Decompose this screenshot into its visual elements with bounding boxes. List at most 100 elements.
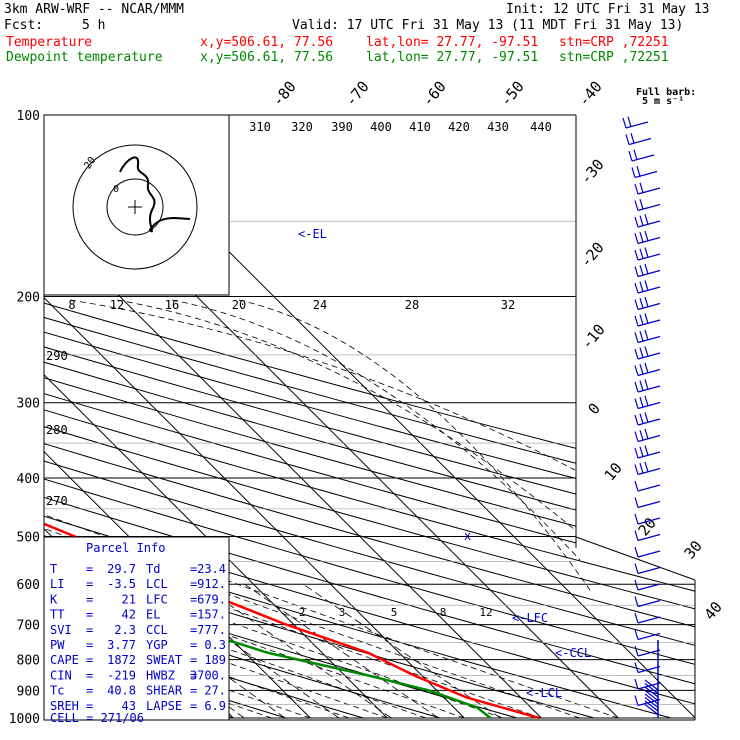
wind-barb-flag (644, 362, 649, 374)
wind-barb-flag (639, 364, 644, 375)
pressure-label-900: 900 (17, 684, 40, 699)
wind-barb-flag (644, 263, 649, 275)
parcel-row-label: YGP (146, 638, 168, 652)
hodograph-origin-label: 0 (113, 184, 119, 195)
wind-barb-flag (644, 247, 649, 258)
wind-barb (634, 412, 661, 426)
surface-wind-barb (644, 697, 659, 708)
wind-barb-flag (634, 398, 639, 409)
parcel-row-value: 2.3 (114, 623, 136, 637)
wind-barb-flag (636, 166, 641, 177)
wind-barb-shaft (637, 665, 661, 674)
wind-barb-shaft (637, 583, 661, 591)
parcel-row-label: LFC (146, 592, 168, 606)
mixing-label-8: 8 (440, 606, 447, 619)
wind-barb (634, 182, 661, 195)
wind-barb-flag (639, 331, 644, 342)
wind-barb (634, 612, 661, 624)
wind-barb-shaft (637, 599, 661, 608)
parcel-row-eq: = (86, 608, 93, 622)
wind-barb-flag (644, 214, 649, 225)
parcel-row-value: 679. (197, 592, 226, 606)
wind-barb-flag (634, 365, 639, 376)
parcel-row-eq: = (190, 592, 197, 606)
parcel-row-eq: = (190, 668, 197, 682)
wind-barb-shaft (637, 467, 661, 476)
parcel-row-value: 1872 (107, 653, 136, 667)
pressure-label-800: 800 (17, 654, 40, 669)
wind-barb-flag (634, 629, 639, 640)
theta-label-320: 320 (291, 120, 313, 134)
wind-barb (634, 280, 661, 294)
wind-barb-flag (634, 447, 639, 459)
wind-barb (634, 579, 661, 591)
parcel-row-value: 777. (197, 623, 226, 637)
wind-barb-flag (631, 167, 636, 178)
wind-barb (634, 530, 661, 542)
theta-label-310: 310 (249, 120, 271, 134)
wind-barb-flag (627, 116, 632, 127)
isotherm-label--40: -40 (575, 78, 606, 110)
temperature-latlon: lat,lon= 27.77, -97.51 (366, 35, 539, 50)
mixing-label-5: 5 (391, 606, 398, 619)
hodo-speed-label-12: 12 (110, 298, 124, 312)
parcel-row-eq: = (190, 608, 197, 622)
wind-barb-shaft (637, 484, 661, 492)
wind-barb (634, 329, 661, 344)
parcel-row-value: 21 (122, 592, 136, 606)
parcel-marker: x (464, 529, 471, 543)
isotherm-line (44, 115, 542, 719)
wind-barb-shaft (637, 698, 661, 707)
wind-barb-flag (639, 265, 644, 276)
parcel-row-label: EL (146, 608, 160, 622)
isotherm-label--70: -70 (342, 78, 373, 110)
hodo-speed-label-32: 32 (501, 298, 515, 312)
parcel-row-label: Tc (50, 684, 64, 698)
wind-barb-flag (639, 215, 644, 226)
isotherm-label--10: -10 (578, 321, 609, 353)
theta-label-430: 430 (487, 120, 509, 134)
wind-barb-flag (644, 329, 649, 341)
wind-barb-flag (634, 249, 639, 261)
wind-barb-shaft (637, 517, 661, 525)
wind-barb-flag (639, 281, 644, 292)
wind-barb-flag (634, 695, 639, 706)
wind-barb-flag (628, 150, 633, 162)
hodo-speed-arc (69, 299, 576, 471)
surface-wind-barb (644, 690, 659, 701)
parcel-row-value: -219 (107, 668, 136, 682)
barb-legend-line2: 5 m s⁻¹ (642, 96, 684, 107)
wind-barb-shaft (631, 154, 655, 162)
temperature-xy: x,y=506.61, 77.56 (200, 35, 334, 50)
parcel-row-value: 189 (204, 653, 226, 667)
wind-barb-flag (634, 497, 639, 508)
wind-barb-flag (634, 332, 639, 343)
parcel-row-value: 157. (197, 608, 226, 622)
wind-barb-shaft (637, 335, 661, 344)
parcel-row-value: 6.9 (204, 699, 226, 713)
wind-barb (634, 645, 661, 657)
temperature-stn: stn=CRP ,72251 (559, 35, 669, 50)
mixing-label-2: 2 (299, 606, 306, 619)
wind-barb-shaft (637, 566, 661, 575)
wind-barb-flag (633, 149, 638, 160)
wind-barb-flag (644, 313, 649, 324)
isotherm-label-10: 10 (600, 459, 625, 484)
wind-barb (634, 513, 661, 525)
wind-barb (634, 313, 661, 327)
theta-label-440: 440 (530, 120, 552, 134)
wind-barb-shaft (637, 550, 661, 558)
parcel-row-label: CCL (146, 623, 168, 637)
pressure-label-400: 400 (17, 472, 40, 487)
pressure-label-600: 600 (17, 578, 40, 593)
wind-barb-flag (634, 612, 639, 624)
hodo-speed-label-16: 16 (165, 298, 179, 312)
wind-barb-flag (634, 299, 639, 310)
wind-barb (634, 563, 661, 575)
wind-barb-flag (644, 461, 649, 473)
wind-barb-flag (634, 662, 639, 673)
ccl-label: <-CCL (555, 646, 591, 660)
parcel-row-label: CIN (50, 668, 72, 682)
wind-barb-shaft (634, 170, 658, 179)
